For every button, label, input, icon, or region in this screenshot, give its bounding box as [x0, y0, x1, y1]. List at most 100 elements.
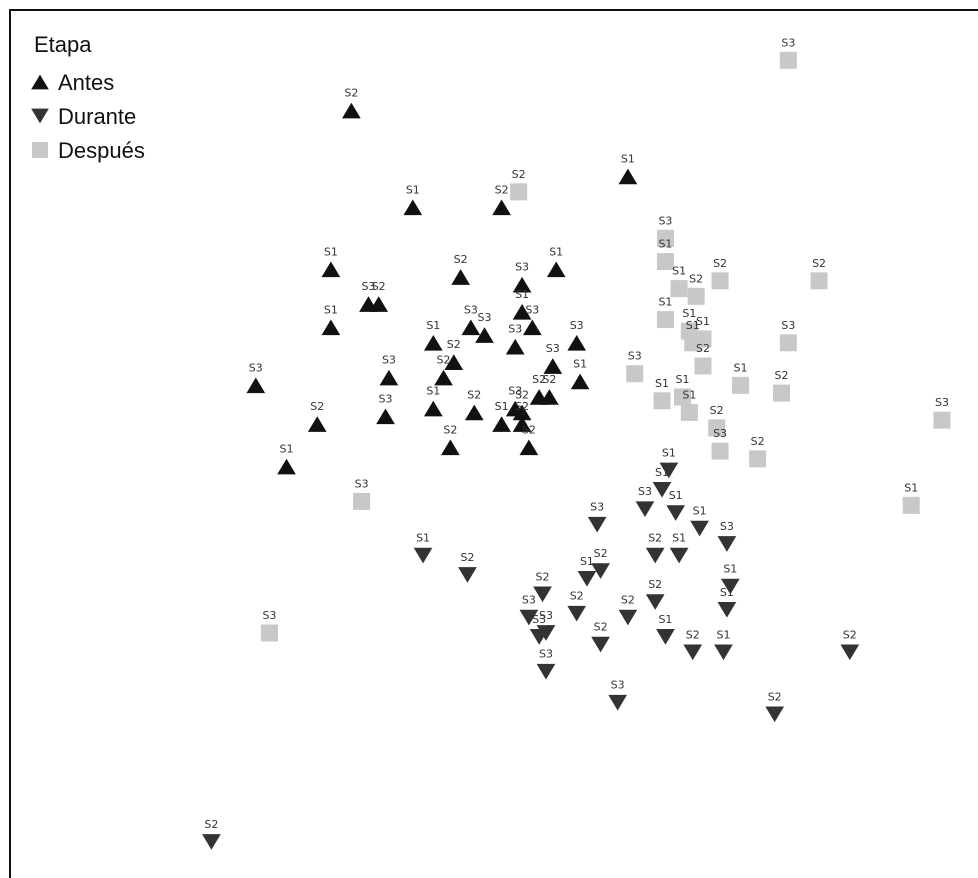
data-point: [656, 229, 674, 247]
data-point: [732, 376, 750, 394]
point-label: S1: [426, 385, 440, 398]
point-label: S2: [372, 280, 386, 293]
point-label: S3: [720, 520, 734, 533]
data-point: [441, 439, 460, 456]
data-point: [458, 567, 477, 583]
data-point: [765, 706, 785, 723]
data-point: [403, 199, 423, 216]
point-label: S2: [515, 388, 529, 401]
point-label: S3: [464, 303, 478, 316]
point-label: S1: [716, 628, 730, 641]
point-label: S2: [594, 547, 608, 560]
data-point: [379, 369, 399, 386]
data-point: [591, 636, 610, 653]
point-label: S3: [525, 303, 539, 316]
point-label: S2: [621, 594, 635, 607]
point-label: S3: [781, 319, 795, 332]
data-point: [369, 296, 389, 312]
data-point: [687, 287, 705, 305]
point-label: S3: [781, 36, 795, 49]
data-point: [451, 269, 470, 285]
point-label: S1: [672, 265, 686, 278]
data-point: [567, 334, 587, 351]
data-point: [202, 834, 221, 850]
data-point: [492, 416, 511, 432]
point-label: S2: [437, 354, 451, 367]
data-point: [779, 51, 797, 69]
point-label: S2: [204, 818, 218, 831]
point-label: S1: [655, 377, 669, 390]
point-label: S1: [723, 563, 737, 576]
point-label: S3: [379, 392, 393, 405]
point-label: S1: [324, 303, 338, 316]
data-point: [307, 416, 327, 432]
data-point: [933, 411, 951, 429]
data-point: [902, 496, 920, 514]
point-label: S2: [447, 338, 461, 351]
data-point: [684, 334, 702, 352]
data-point: [717, 601, 737, 618]
legend-marker-antes: [31, 74, 49, 90]
point-label: S2: [710, 404, 724, 417]
point-label: S3: [628, 350, 642, 363]
point-label: S1: [676, 373, 690, 386]
point-label: S3: [935, 396, 949, 409]
point-label: S2: [443, 423, 457, 436]
data-point: [529, 629, 549, 645]
data-point: [652, 482, 672, 498]
data-point: [659, 462, 679, 479]
data-point: [461, 319, 481, 336]
data-point: [711, 272, 729, 290]
point-label: S2: [522, 423, 536, 436]
point-label: S2: [495, 183, 509, 196]
data-point: [342, 102, 361, 119]
data-point: [717, 536, 737, 552]
point-label: S3: [508, 323, 522, 336]
point-label: S2: [532, 373, 546, 386]
point-label: S1: [662, 446, 676, 459]
legend-entries: Antes Durante Después: [31, 70, 145, 163]
point-label: S1: [549, 245, 563, 258]
point-label: S1: [515, 288, 529, 301]
data-point: [277, 458, 296, 475]
point-label: S3: [355, 477, 369, 490]
data-point: [587, 516, 607, 533]
point-label: S3: [546, 342, 560, 355]
point-label: S3: [590, 501, 604, 514]
data-point: [510, 183, 528, 201]
data-point: [618, 609, 638, 626]
point-label: S1: [682, 307, 696, 320]
point-label: S1: [672, 532, 686, 545]
point-label: S1: [280, 443, 294, 456]
data-point: [567, 605, 587, 622]
point-label: S3: [515, 261, 529, 274]
point-label: S1: [655, 466, 669, 479]
legend-label: Antes: [58, 70, 114, 95]
point-label: S2: [775, 369, 789, 382]
point-label: S2: [536, 570, 550, 583]
data-point: [475, 327, 494, 343]
point-label: S3: [638, 485, 652, 498]
data-point: [608, 694, 628, 711]
point-label: S2: [812, 257, 826, 270]
point-label: S2: [843, 628, 857, 641]
legend-marker-durante: [31, 108, 49, 124]
point-label: S2: [696, 342, 710, 355]
point-label: S2: [310, 400, 324, 413]
point-label: S3: [262, 609, 276, 622]
point-label: S3: [539, 648, 553, 661]
data-point: [505, 338, 525, 355]
point-label: S2: [648, 532, 662, 545]
point-label: S1: [658, 238, 672, 251]
data-point: [423, 334, 443, 351]
data-point: [690, 520, 709, 537]
data-point: [570, 373, 590, 390]
point-label: S2: [515, 400, 529, 413]
data-point: [533, 586, 552, 603]
data-point: [666, 505, 686, 521]
data-point: [645, 547, 665, 564]
data-point: [810, 272, 828, 290]
data-point: [512, 276, 532, 293]
point-label: S3: [361, 280, 375, 293]
